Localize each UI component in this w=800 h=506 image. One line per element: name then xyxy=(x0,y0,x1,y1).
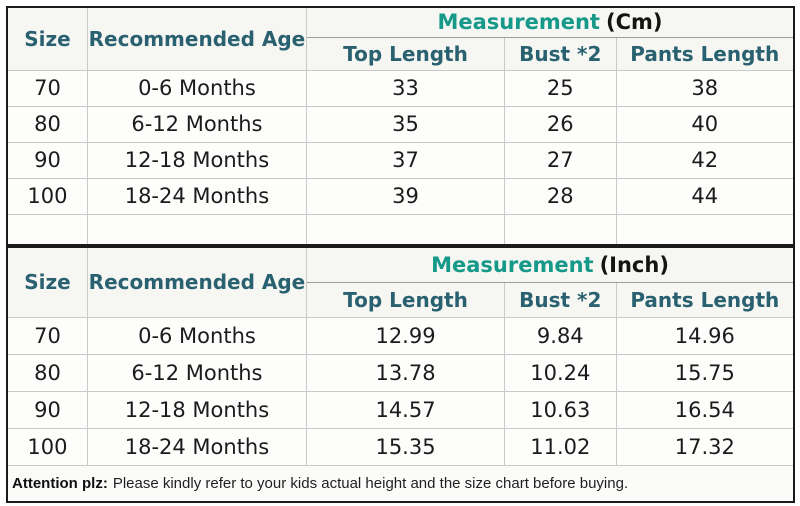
cm-measurement-header: Measurement (Cm) xyxy=(305,6,795,38)
cm-row-100: 100 18-24 Months 39 28 44 xyxy=(6,177,795,215)
pants-length-cell: 38 xyxy=(615,69,795,107)
inch-pants-length-header: Pants Length xyxy=(615,281,795,318)
empty-cell xyxy=(503,213,617,246)
bust-cell: 25 xyxy=(503,69,617,107)
age-cell: 18-24 Months xyxy=(86,177,307,215)
cm-row-70: 70 0-6 Months 33 25 38 xyxy=(6,69,795,107)
attention-note: Attention plz: Please kindly refer to you… xyxy=(6,464,795,502)
pants-length-cell: 15.75 xyxy=(615,353,795,392)
age-cell: 18-24 Months xyxy=(86,427,308,466)
top-length-cell: 37 xyxy=(305,141,505,179)
empty-cell xyxy=(305,213,505,246)
bust-cell: 27 xyxy=(503,141,617,179)
cm-age-header: Recommended Age xyxy=(86,6,307,71)
size-cell: 100 xyxy=(6,427,88,466)
age-cell: 0-6 Months xyxy=(86,316,308,355)
cm-header-row: Size Recommended Age Measurement (Cm) xyxy=(6,6,795,71)
inch-age-header: Recommended Age xyxy=(86,246,308,318)
top-length-cell: 14.57 xyxy=(306,390,506,429)
cm-measurement-label: Measurement xyxy=(437,10,600,35)
size-cell: 70 xyxy=(6,69,88,107)
bust-cell: 9.84 xyxy=(504,316,617,355)
inch-measurement-label: Measurement xyxy=(431,252,594,277)
age-cell: 12-18 Months xyxy=(86,141,307,179)
cm-pants-length-header: Pants Length xyxy=(615,36,795,71)
inch-row-100: 100 18-24 Months 15.35 11.02 17.32 xyxy=(6,427,795,466)
age-cell: 6-12 Months xyxy=(86,353,308,392)
pants-length-cell: 14.96 xyxy=(615,316,795,355)
inch-row-70: 70 0-6 Months 12.99 9.84 14.96 xyxy=(6,316,795,355)
cm-row-80: 80 6-12 Months 35 26 40 xyxy=(6,105,795,143)
top-length-cell: 39 xyxy=(305,177,505,215)
age-cell: 12-18 Months xyxy=(86,390,308,429)
size-cell: 80 xyxy=(6,353,88,392)
inch-subheader-row: Top Length Bust *2 Pants Length xyxy=(7,281,795,318)
cm-subheader-row: Top Length Bust *2 Pants Length xyxy=(7,36,795,71)
pants-length-cell: 40 xyxy=(615,105,795,143)
pants-length-cell: 17.32 xyxy=(615,427,795,466)
cm-top-length-header: Top Length xyxy=(305,36,505,71)
pants-length-cell: 44 xyxy=(615,177,795,215)
age-cell: 6-12 Months xyxy=(86,105,307,143)
attention-note-label: Attention plz: xyxy=(12,474,108,492)
inch-row-90: 90 12-18 Months 14.57 10.63 16.54 xyxy=(6,390,795,429)
inch-size-header: Size xyxy=(6,246,88,318)
cm-unit-label: (Cm) xyxy=(605,10,663,35)
inch-row-80: 80 6-12 Months 13.78 10.24 15.75 xyxy=(6,353,795,392)
note-row: Attention plz: Please kindly refer to you… xyxy=(6,464,795,502)
bust-cell: 10.63 xyxy=(504,390,617,429)
size-cell: 70 xyxy=(6,316,88,355)
bust-cell: 10.24 xyxy=(504,353,617,392)
top-length-cell: 12.99 xyxy=(306,316,506,355)
size-cell: 80 xyxy=(6,105,88,143)
cm-row-90: 90 12-18 Months 37 27 42 xyxy=(6,141,795,179)
bust-cell: 28 xyxy=(503,177,617,215)
size-cell: 100 xyxy=(6,177,88,215)
top-length-cell: 35 xyxy=(305,105,505,143)
cm-empty-row xyxy=(6,213,795,246)
top-length-cell: 15.35 xyxy=(306,427,506,466)
bust-cell: 11.02 xyxy=(504,427,617,466)
empty-cell xyxy=(615,213,795,246)
size-cell: 90 xyxy=(6,141,88,179)
cm-size-header: Size xyxy=(6,6,88,71)
inch-unit-label: (Inch) xyxy=(599,252,669,277)
empty-cell xyxy=(6,213,88,246)
top-length-cell: 13.78 xyxy=(306,353,506,392)
bust-cell: 26 xyxy=(503,105,617,143)
size-cell: 90 xyxy=(6,390,88,429)
size-chart-inch-table: Size Recommended Age Measurement (Inch) T… xyxy=(6,246,795,503)
pants-length-cell: 16.54 xyxy=(615,390,795,429)
pants-length-cell: 42 xyxy=(615,141,795,179)
inch-measurement-header: Measurement (Inch) xyxy=(306,246,795,283)
inch-bust-header: Bust *2 xyxy=(504,281,617,318)
top-length-cell: 33 xyxy=(305,69,505,107)
age-cell: 0-6 Months xyxy=(86,69,307,107)
attention-note-text: Please kindly refer to your kids actual … xyxy=(112,474,629,492)
size-chart: Size Recommended Age Measurement (Cm) Top… xyxy=(6,6,795,503)
empty-cell xyxy=(86,213,307,246)
cm-bust-header: Bust *2 xyxy=(503,36,617,71)
inch-header-row: Size Recommended Age Measurement (Inch) xyxy=(6,246,795,318)
inch-top-length-header: Top Length xyxy=(306,281,506,318)
size-chart-cm-table: Size Recommended Age Measurement (Cm) Top… xyxy=(6,6,795,246)
